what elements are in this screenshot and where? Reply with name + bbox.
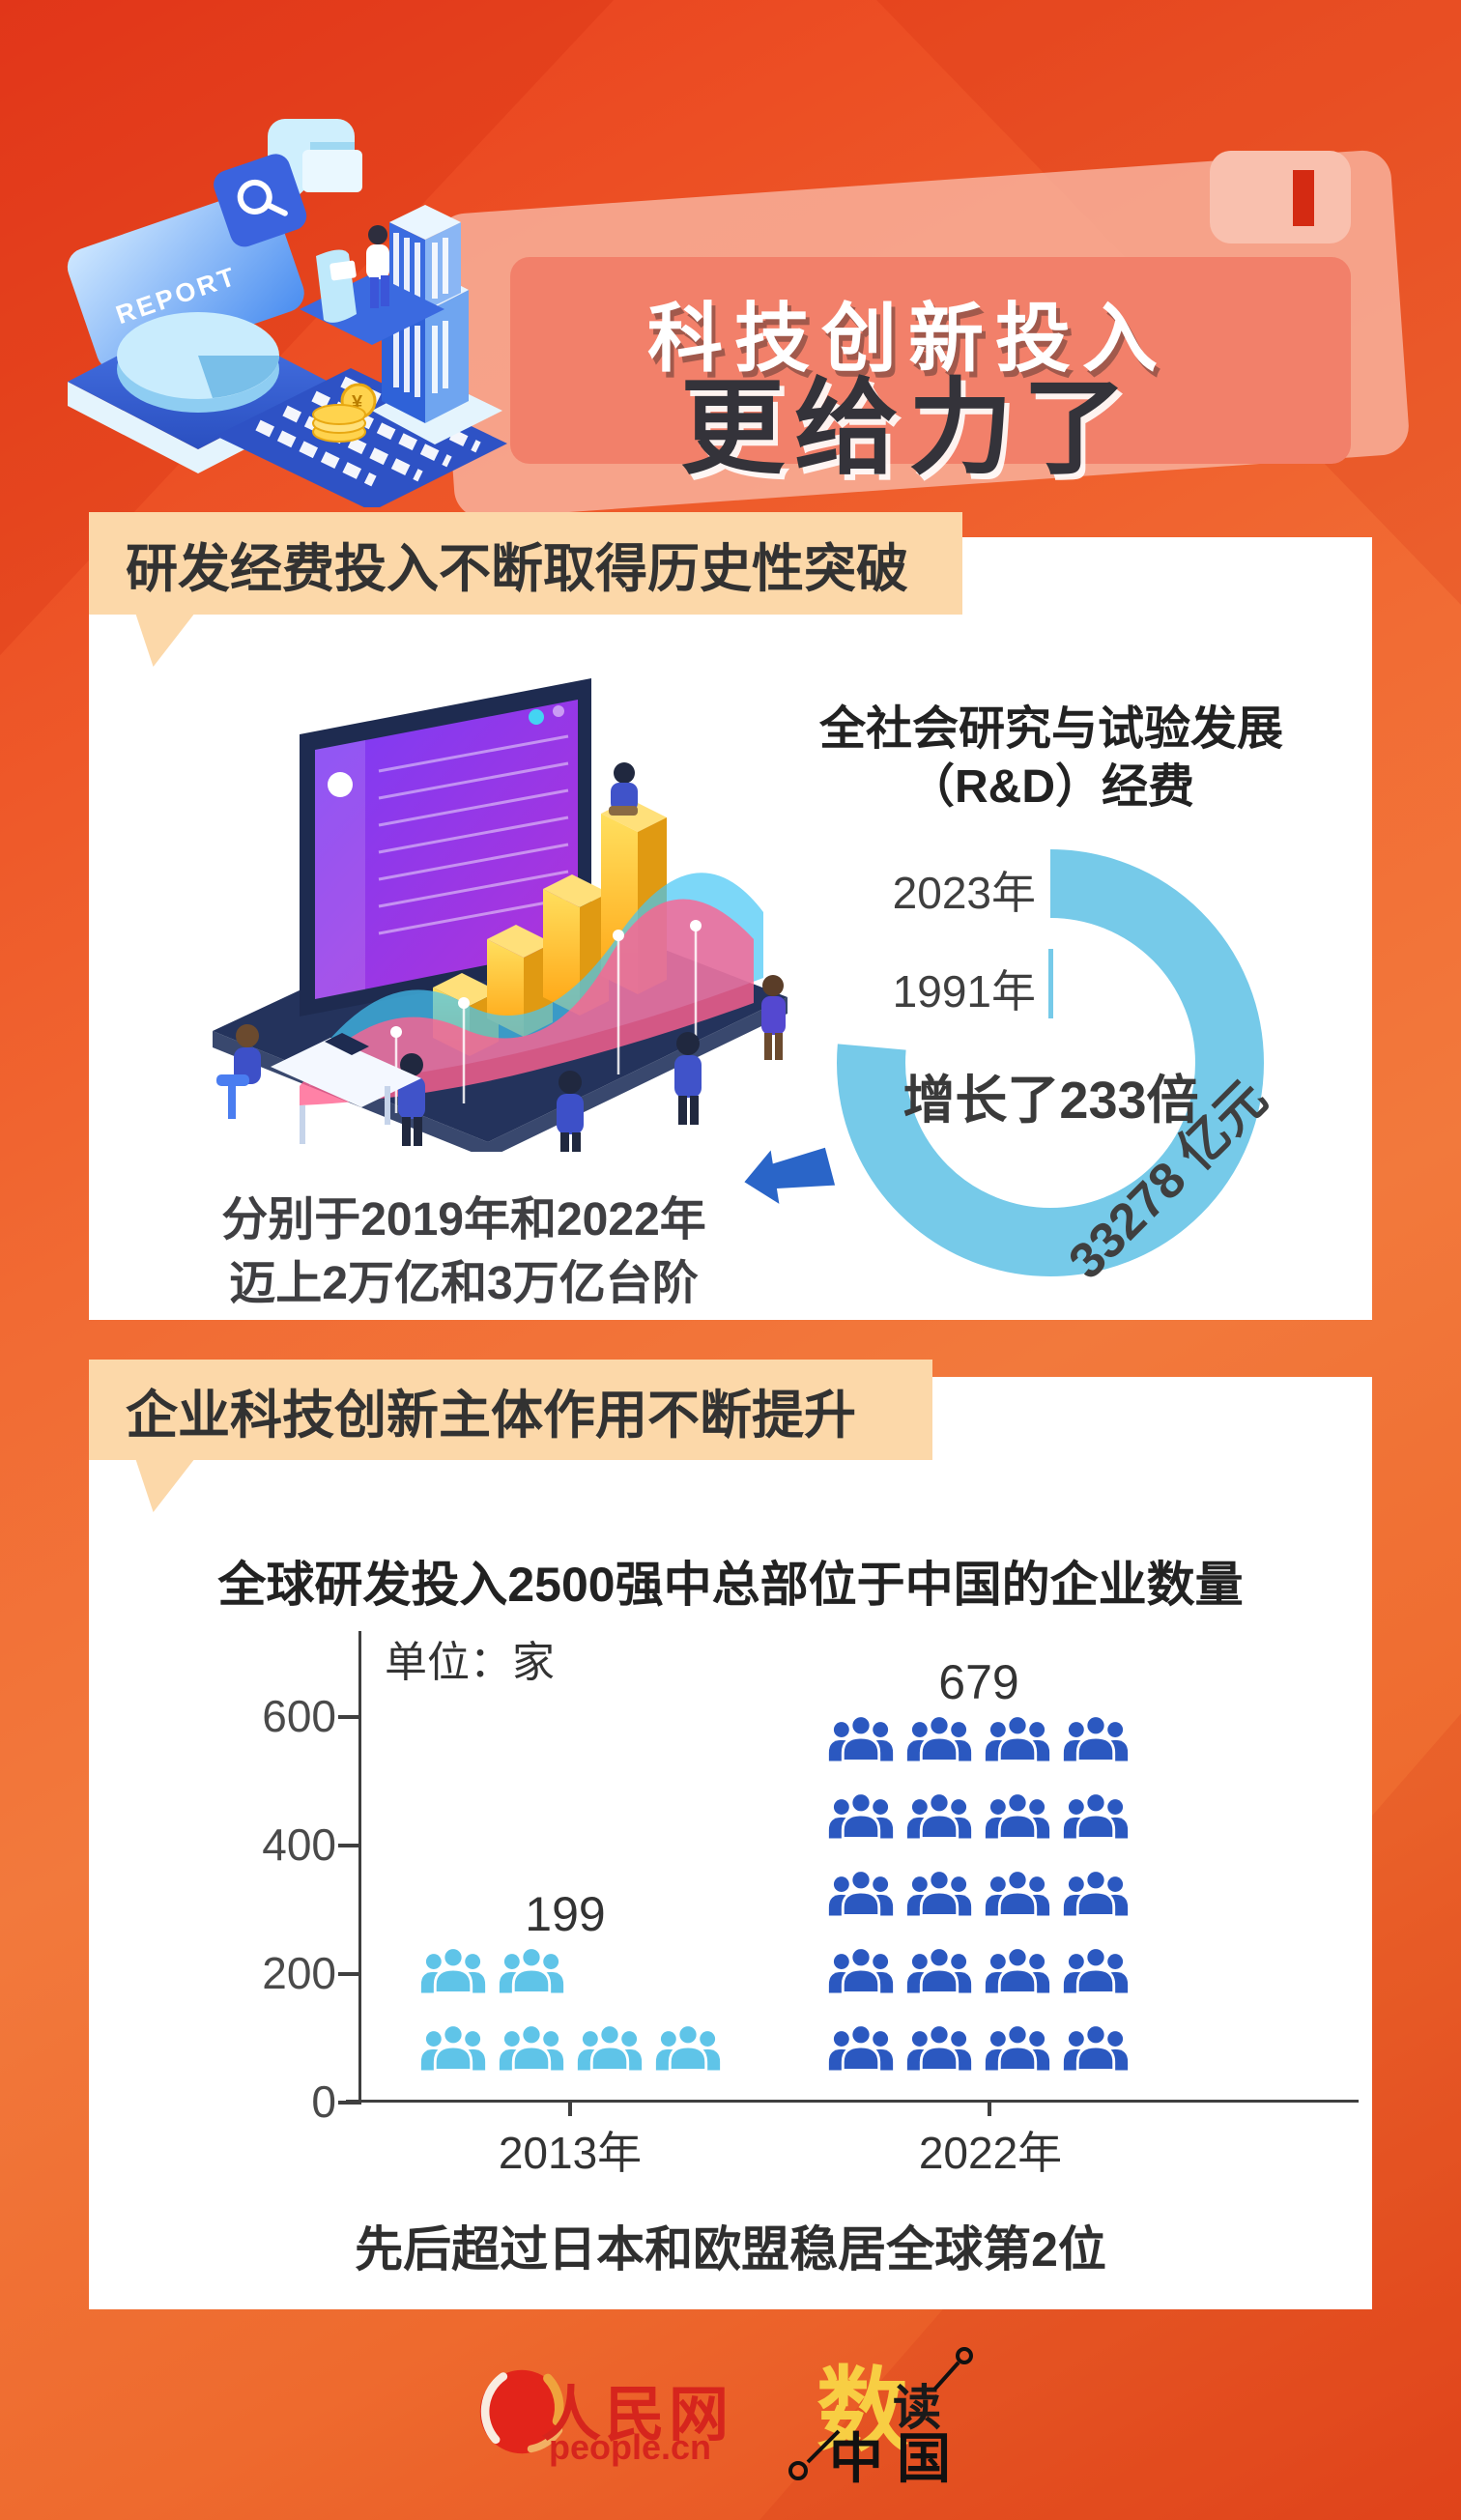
people-group-icon: [497, 2019, 566, 2074]
donut-label-1991: 1991年: [892, 966, 1036, 1017]
title-banner-tab-slot: [1293, 170, 1314, 226]
y-tick-mark: [338, 1715, 359, 1719]
people-group-icon: [575, 2019, 645, 2074]
page-title-line2: 更给力了: [679, 369, 1136, 486]
y-tick-label: 0: [311, 2076, 336, 2127]
people-group-icon: [1061, 1942, 1131, 1996]
people-cn-logo-icon: [479, 2369, 564, 2454]
people-group-icon: [904, 1942, 974, 1996]
arrow-left-icon: [744, 1147, 836, 1204]
y-tick-label: 400: [262, 1819, 336, 1870]
people-group-icon: [983, 2019, 1052, 2074]
section1-caption-line1: 分别于2019年和2022年: [221, 1194, 706, 1246]
title-banner-tab: [1210, 151, 1351, 243]
people-group-icon: [826, 1942, 896, 1996]
donut-segment-2023: [837, 849, 1264, 1276]
shudu-char-du: 读: [893, 2381, 941, 2435]
people-group-icon: [983, 1942, 1052, 1996]
shudu-char-zhongguo: 中国: [829, 2428, 964, 2489]
section2-banner-label: 企业科技创新主体作用不断提升: [126, 1386, 856, 1445]
x-tick-2022: [988, 2103, 991, 2116]
dashboard-illustration: [213, 678, 788, 1152]
donut-title-line1: 全社会研究与试验发展: [818, 703, 1283, 755]
x-tick-2013: [568, 2103, 572, 2116]
unit-label: 单位：家: [385, 1639, 555, 1686]
person-at-kiosk-icon: [300, 225, 444, 345]
people-group-icon: [983, 1788, 1052, 1842]
shudu-char-shu: 数: [816, 2360, 909, 2462]
donut-title-line2: （R&D）经费: [908, 761, 1194, 813]
people-group-icon: [983, 1710, 1052, 1764]
people-group-icon: [418, 2019, 488, 2074]
x-label-2022: 2022年: [918, 2128, 1063, 2178]
people-group-icon: [1061, 1865, 1131, 1919]
people-group-icon: [418, 1942, 488, 1996]
shudu-pin-decoration-icon: [788, 2347, 973, 2480]
donut-segment-1991: [1048, 949, 1053, 1018]
people-group-icon: [983, 1865, 1052, 1919]
donut-chart: [837, 849, 1264, 1276]
y-tick-label: 200: [262, 1948, 336, 1998]
search-icon: [237, 179, 272, 215]
section1-banner: 研发经费投入不断取得历史性突破: [89, 512, 962, 615]
x-label-2013: 2013年: [498, 2128, 643, 2178]
coins-icon: ¥: [312, 383, 377, 443]
people-group-icon: [826, 1865, 896, 1919]
section2-banner: 企业科技创新主体作用不断提升: [89, 1360, 932, 1460]
section2-note: 先后超过日本和欧盟稳居全球第2位: [355, 2222, 1106, 2277]
people-group-icon: [653, 2019, 723, 2074]
value-label-2013: 199: [525, 1887, 606, 1941]
y-tick-mark: [338, 1844, 359, 1847]
donut-label-2023: 2023年: [892, 868, 1036, 918]
section1-banner-label: 研发经费投入不断取得历史性突破: [126, 539, 908, 598]
people-group-icon: [904, 2019, 974, 2074]
page-title-line1: 科技创新投入: [646, 296, 1169, 381]
people-group-icon: [904, 1710, 974, 1764]
people-group-icon: [826, 1710, 896, 1764]
people-group-icon: [1061, 1788, 1131, 1842]
y-axis-line: [358, 1631, 361, 2105]
people-group-icon: [1061, 1710, 1131, 1764]
value-label-2022: 679: [938, 1655, 1019, 1709]
y-tick-mark: [338, 1972, 359, 1976]
title-banner: [510, 257, 1351, 464]
people-group-icon: [826, 2019, 896, 2074]
pictogram-chart-title: 全球研发投入2500强中总部位于中国的企业数量: [217, 1558, 1244, 1612]
people-figures: [216, 762, 786, 1152]
y-tick-label: 600: [262, 1691, 336, 1741]
donut-center-label: 增长了233倍: [902, 1072, 1199, 1130]
x-axis-line: [346, 2100, 1359, 2103]
people-group-icon: [826, 1788, 896, 1842]
people-group-icon: [1061, 2019, 1131, 2074]
people-group-icon: [904, 1788, 974, 1842]
section1-caption-line2: 迈上2万亿和3万亿台阶: [229, 1258, 699, 1309]
people-cn-logo-sub: people.cn: [549, 2427, 712, 2467]
people-group-icon: [904, 1865, 974, 1919]
people-group-icon: [497, 1942, 566, 1996]
isometric-tech-illustration: REPORT: [67, 119, 507, 507]
people-cn-logo-text: 人民网: [541, 2382, 733, 2448]
y-tick-mark: [338, 2101, 359, 2105]
section2-card: [89, 1377, 1372, 2309]
